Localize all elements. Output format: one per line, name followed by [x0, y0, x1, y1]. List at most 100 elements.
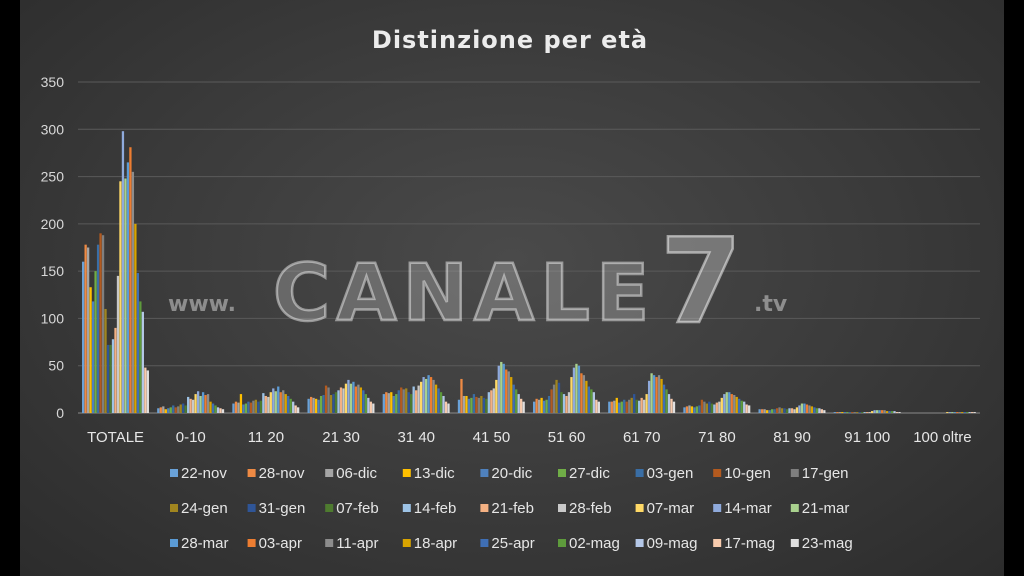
- watermark-number: 7: [660, 212, 742, 350]
- legend-entry: 17-gen: [802, 465, 849, 482]
- bar: [805, 404, 809, 413]
- bar: [650, 373, 653, 413]
- bar: [567, 392, 571, 413]
- bar: [174, 407, 177, 413]
- bar: [587, 386, 591, 413]
- bar: [725, 392, 728, 413]
- bar: [94, 271, 97, 413]
- legend-swatch: [325, 469, 334, 477]
- bar: [953, 412, 956, 413]
- bar: [119, 181, 122, 413]
- bar: [580, 373, 583, 413]
- bar: [507, 371, 510, 413]
- legend-entry: 07-feb: [336, 500, 379, 517]
- bar: [963, 412, 966, 413]
- bars: [82, 131, 976, 413]
- bar: [597, 401, 600, 413]
- bar: [437, 388, 440, 413]
- bar: [800, 403, 804, 413]
- bar: [262, 393, 265, 413]
- bar: [652, 375, 656, 413]
- bar: [873, 410, 876, 413]
- bar: [309, 396, 313, 413]
- legend-entry: 21-feb: [491, 500, 534, 517]
- bar: [397, 390, 400, 413]
- bar: [946, 412, 949, 413]
- bar: [209, 401, 212, 413]
- bar: [196, 391, 200, 413]
- bar: [284, 394, 287, 413]
- bar: [269, 392, 272, 413]
- bar: [387, 393, 390, 413]
- bar: [956, 412, 959, 413]
- bar: [818, 408, 821, 413]
- bar: [124, 178, 127, 413]
- legend-entry: 25-apr: [491, 535, 534, 552]
- bar: [888, 411, 891, 413]
- bar: [720, 397, 723, 413]
- x-tick-label: 31 40: [397, 429, 435, 446]
- bar: [427, 375, 430, 413]
- x-tick-label: 61 70: [623, 429, 661, 446]
- bar: [570, 377, 573, 413]
- bar: [417, 385, 420, 413]
- bar: [851, 412, 854, 413]
- bar: [723, 394, 726, 413]
- legend-swatch: [170, 504, 178, 512]
- bar: [898, 412, 901, 413]
- bar: [369, 401, 372, 413]
- bar: [146, 370, 149, 413]
- bar: [444, 401, 448, 413]
- bar: [206, 394, 210, 413]
- bar: [264, 395, 267, 413]
- bar: [329, 395, 333, 413]
- bar: [535, 398, 538, 413]
- bar: [214, 405, 217, 413]
- bar: [625, 401, 628, 413]
- legend-swatch: [170, 539, 178, 547]
- legend-swatch: [635, 504, 644, 512]
- bar: [780, 408, 784, 413]
- bar: [575, 363, 578, 413]
- bar: [372, 403, 375, 413]
- bar: [141, 311, 144, 413]
- legend-entry: 22-nov: [181, 465, 227, 482]
- bar: [184, 405, 187, 413]
- bar: [795, 407, 799, 413]
- legend-swatch: [790, 469, 799, 477]
- bar: [322, 395, 325, 413]
- bar: [101, 235, 105, 413]
- legend-swatch: [558, 469, 566, 477]
- bar: [836, 412, 839, 413]
- bar: [292, 401, 295, 413]
- bar: [104, 308, 107, 413]
- bar: [968, 412, 971, 413]
- bar: [788, 408, 791, 413]
- bar: [856, 412, 859, 413]
- bar: [502, 363, 505, 413]
- legend-entry: 14-mar: [724, 500, 772, 517]
- bar: [307, 398, 310, 413]
- legend-entry: 21-mar: [802, 500, 850, 517]
- bar: [783, 408, 786, 413]
- x-axis-ticks: TOTALE 0-10 11 20 21 30 31 40 41 50 51 60 61 70…: [87, 429, 972, 446]
- chart-title: Distinzione per età: [372, 26, 648, 54]
- chart-frame: Distinzione per età 0 50 100 150 200 250 300 35…: [20, 0, 1004, 576]
- bar: [390, 392, 393, 413]
- legend-entry: 28-feb: [569, 500, 612, 517]
- bar: [352, 381, 355, 413]
- bar: [853, 412, 856, 413]
- bar: [211, 403, 215, 413]
- bar: [204, 395, 207, 413]
- legend-entry: 31-gen: [259, 500, 306, 517]
- y-tick-label: 150: [41, 263, 65, 279]
- bar: [131, 171, 135, 413]
- bar: [242, 404, 245, 413]
- bar: [234, 401, 238, 413]
- bar: [775, 408, 779, 413]
- bar: [106, 344, 110, 413]
- legend-entry: 06-dic: [336, 465, 377, 482]
- bar: [642, 399, 646, 413]
- bar: [545, 399, 548, 413]
- gridlines: [78, 81, 980, 414]
